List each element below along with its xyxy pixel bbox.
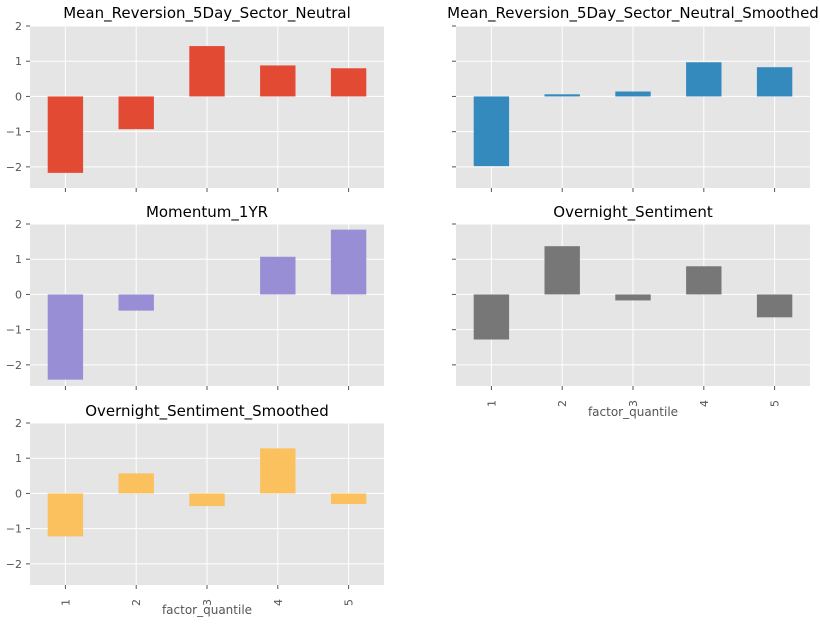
y-tick-label: 1: [15, 253, 22, 266]
bar-2: [118, 294, 154, 311]
x-ticks: [64, 188, 350, 192]
bar-4: [260, 256, 296, 295]
subplot-mean-reversion-smoothed: Mean_Reversion_5Day_Sector_Neutral_Smoot…: [447, 4, 819, 192]
y-tick-label: 0: [15, 288, 22, 301]
chart-title: Mean_Reversion_5Day_Sector_Neutral_Smoot…: [447, 4, 819, 23]
bar-3: [615, 294, 651, 301]
bar-4: [686, 62, 722, 97]
y-tick-label: 0: [15, 487, 22, 500]
x-tick-label: 3: [201, 599, 214, 606]
bar-1: [47, 294, 84, 380]
x-tick-label: 2: [130, 599, 143, 606]
x-tick-label: 4: [272, 599, 285, 606]
x-tick-label: 5: [769, 400, 782, 407]
x-axis-label: factor_quantile: [162, 603, 252, 617]
bar-3: [189, 493, 225, 507]
bar-5: [330, 229, 367, 295]
x-ticks: [490, 188, 776, 192]
x-tick-label: 5: [343, 599, 356, 606]
subplot-overnight-sentiment-smoothed: −2 −1 0 1 2 1 2 3 4 5 Overnight_Sentiment_Smooth…: [6, 402, 384, 617]
grid: [456, 223, 810, 386]
bar-4: [260, 448, 296, 494]
subplot-overnight-sentiment: 1 2 3 4 5 Overnight_Sentiment factor_quantil…: [452, 203, 810, 419]
x-tick-label: 1: [59, 599, 72, 606]
bars: [473, 246, 793, 340]
x-tick-label: 1: [485, 400, 498, 407]
y-tick-label: 2: [15, 417, 22, 430]
y-tick-label: 1: [15, 55, 22, 68]
y-ticks: −2 −1 0 1 2: [6, 20, 30, 174]
bars: [473, 62, 793, 167]
bar-1: [473, 96, 510, 167]
x-axis-label: factor_quantile: [588, 405, 678, 419]
x-ticks: 1 2 3 4 5: [59, 585, 356, 606]
bar-3: [189, 46, 225, 97]
bar-5: [330, 68, 367, 97]
bars: [47, 448, 367, 537]
y-tick-label: 0: [15, 90, 22, 103]
bar-4: [260, 65, 296, 97]
y-ticks: −2 −1 0 1 2: [6, 417, 30, 571]
y-ticks: [452, 223, 456, 366]
subplot-momentum: −2 −1 0 1 2 Momentum_1YR: [6, 203, 384, 390]
bars: [47, 46, 367, 173]
y-tick-label: 2: [15, 218, 22, 231]
y-tick-label: −2: [6, 558, 22, 571]
bar-3: [615, 91, 651, 97]
chart-title: Momentum_1YR: [146, 203, 268, 222]
chart-title: Overnight_Sentiment_Smoothed: [85, 402, 329, 421]
bar-2: [544, 246, 580, 295]
y-tick-label: 2: [15, 20, 22, 33]
chart-title: Overnight_Sentiment: [553, 203, 713, 222]
y-ticks: −2 −1 0 1 2: [6, 218, 30, 372]
y-tick-label: −1: [6, 126, 22, 139]
x-ticks: [64, 386, 350, 390]
x-ticks: 1 2 3 4 5: [485, 386, 782, 407]
bar-4: [686, 266, 722, 295]
bar-5: [330, 493, 367, 504]
bar-2: [118, 96, 154, 130]
x-tick-label: 4: [698, 400, 711, 407]
bar-2: [544, 94, 580, 97]
y-tick-label: 1: [15, 452, 22, 465]
bar-1: [47, 96, 84, 173]
bar-2: [118, 473, 154, 494]
y-tick-label: −1: [6, 523, 22, 536]
bars: [47, 229, 367, 380]
bar-5: [756, 294, 793, 318]
bar-5: [756, 67, 793, 97]
y-tick-label: −2: [6, 359, 22, 372]
bar-1: [473, 294, 510, 340]
subplot-mean-reversion: −2 −1 0 1 2 Mean_Reversion_5Day_Sector_Neutr…: [6, 4, 384, 192]
y-tick-label: −2: [6, 161, 22, 174]
y-ticks: [452, 25, 456, 168]
y-tick-label: −1: [6, 324, 22, 337]
x-tick-label: 2: [556, 400, 569, 407]
bar-1: [47, 493, 84, 537]
chart-title: Mean_Reversion_5Day_Sector_Neutral: [63, 4, 351, 23]
x-tick-label: 3: [627, 400, 640, 407]
